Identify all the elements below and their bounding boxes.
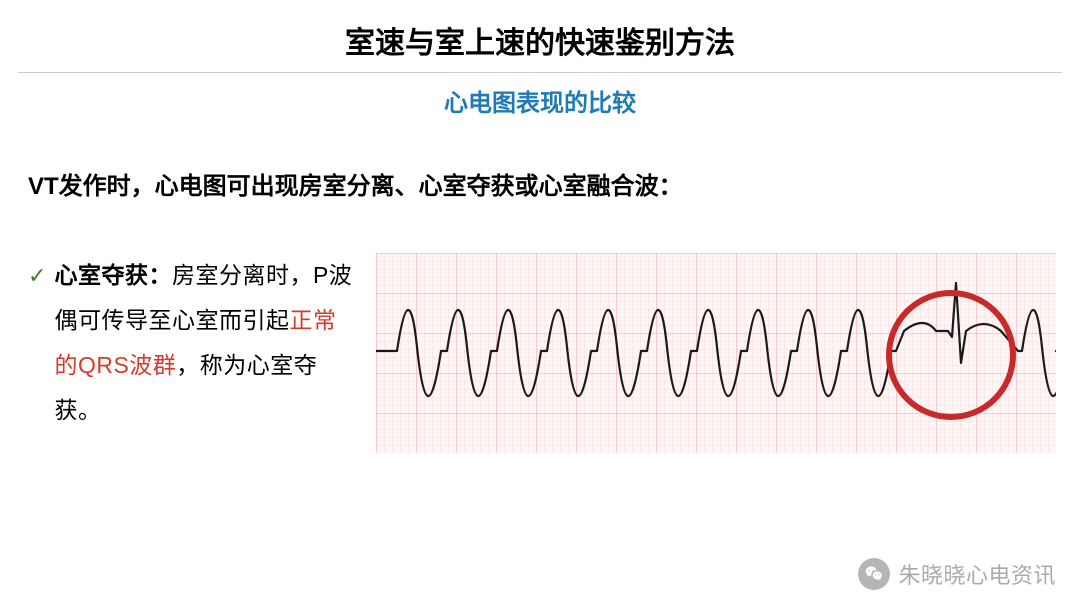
- title-divider: [18, 72, 1062, 73]
- watermark-text: 朱晓晓心电资讯: [898, 558, 1056, 590]
- bullet-text: 心室夺获：房室分离时，P波偶可传导至心室而引起正常的QRS波群，称为心室夺获。: [54, 253, 358, 432]
- ecg-svg: [376, 253, 1056, 453]
- page-title: 室速与室上速的快速鉴别方法: [0, 18, 1080, 72]
- ecg-diagram: [376, 253, 1056, 453]
- content-row: ✓ 心室夺获：房室分离时，P波偶可传导至心室而引起正常的QRS波群，称为心室夺获…: [28, 253, 1056, 453]
- bullet-item: ✓ 心室夺获：房室分离时，P波偶可传导至心室而引起正常的QRS波群，称为心室夺获…: [28, 253, 358, 432]
- intro-text: VT发作时，心电图可出现房室分离、心室夺获或心室融合波：: [28, 166, 1052, 201]
- watermark: 朱晓晓心电资讯: [858, 558, 1056, 590]
- ecg-grid-major: [376, 253, 1056, 453]
- wechat-icon: [858, 558, 890, 590]
- page-subtitle: 心电图表现的比较: [0, 83, 1080, 118]
- check-icon: ✓: [28, 255, 46, 298]
- bullet-term: 心室夺获：: [54, 262, 172, 288]
